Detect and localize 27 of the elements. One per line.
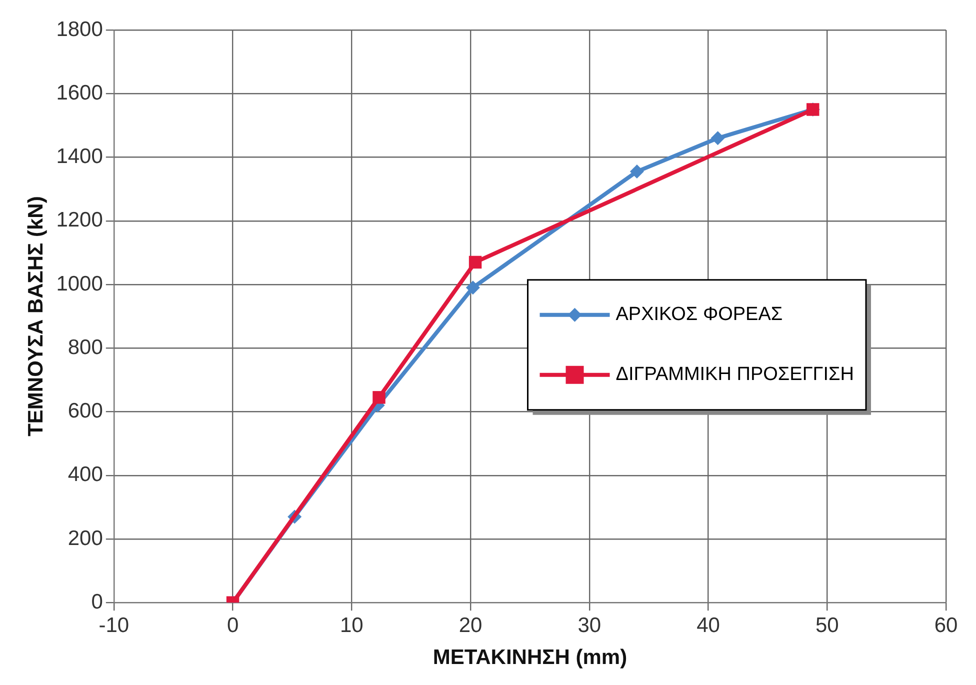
x-tick-label: 20 [458, 614, 482, 637]
x-axis-title: ΜΕΤΑΚΙΝΗΣΗ (mm) [432, 646, 628, 670]
x-tick-label: 50 [815, 614, 839, 637]
y-tick-label: 1000 [56, 272, 103, 296]
legend-label: ΔΙΓΡΑΜΜΙΚΗ ΠΡΟΣΕΓΓΙΣΗ [616, 364, 854, 386]
x-tick-label: 60 [934, 614, 958, 637]
y-tick-label: 200 [68, 526, 103, 550]
x-tick-label: 30 [578, 614, 602, 637]
point [468, 256, 482, 269]
y-axis-title: ΤΕΜΝΟΥΣΑ ΒΑΣΗΣ (kN) [24, 196, 48, 436]
y-tick-label: 400 [68, 463, 103, 486]
y-tick-label: 1800 [56, 18, 103, 41]
y-tick-label: 1600 [56, 81, 103, 104]
legend-label: ΑΡΧΙΚΟΣ ΦΟΡΕΑΣ [616, 304, 783, 326]
point [372, 391, 386, 404]
x-tick-label: -10 [98, 614, 130, 637]
y-tick-label: 800 [68, 336, 103, 359]
x-tick-label: 40 [696, 614, 720, 637]
y-tick-label: 1200 [56, 208, 103, 232]
y-tick-label: 1400 [56, 145, 103, 168]
point [466, 280, 480, 295]
x-tick-label: 0 [226, 614, 239, 637]
y-tick-label: 0 [91, 590, 103, 614]
y-tick-label: 600 [68, 400, 103, 423]
point [710, 131, 725, 146]
x-tick-label: 10 [340, 614, 364, 637]
point [630, 164, 644, 179]
